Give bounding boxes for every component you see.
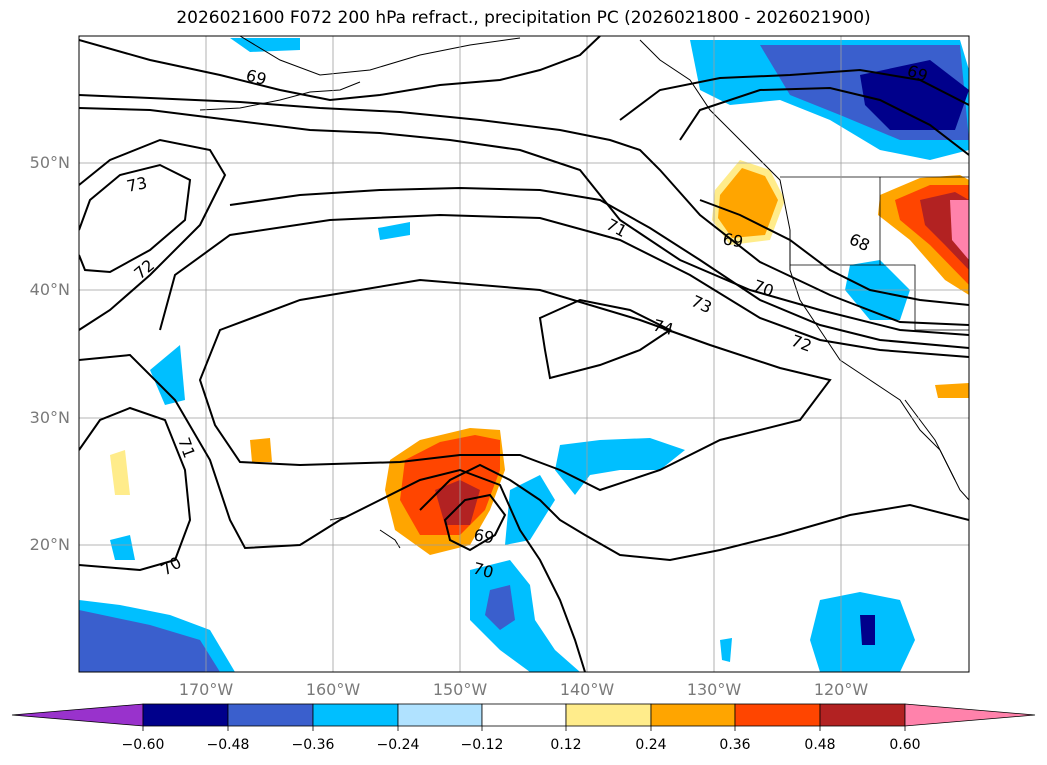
- contour-70-east: [699, 199, 969, 306]
- precip-negative-south-core: [485, 585, 515, 630]
- contour-71-upper: [79, 107, 969, 336]
- precip-negative-small-1: [110, 535, 135, 560]
- coastline-layer: [199, 36, 969, 549]
- contour-73-mid: [229, 186, 969, 349]
- colorbar-segment: [819, 703, 906, 727]
- contour-69-central: [443, 493, 507, 552]
- lat-label: 40°N: [29, 280, 70, 299]
- colorbar-segment: [312, 703, 399, 727]
- coastline-baja: [904, 399, 956, 481]
- contour-label: 72: [789, 331, 815, 356]
- contour-label: 68: [846, 229, 872, 255]
- precip-positive-coast-core: [718, 168, 778, 238]
- precip-negative-west: [150, 345, 185, 405]
- precip-positive-east-peak: [950, 200, 969, 260]
- map-border: [78, 35, 970, 673]
- contour-72-west: [79, 138, 227, 331]
- lon-label: 140°W: [559, 680, 615, 699]
- colorbar: [11, 703, 1036, 731]
- contour-label: 70: [158, 553, 185, 580]
- precip-negative-central-2: [505, 475, 555, 545]
- contour-layer: [79, 36, 969, 672]
- precip-positive-small-east: [935, 383, 969, 398]
- contour-69-east: [619, 68, 969, 121]
- colorbar-segment: [565, 703, 652, 727]
- precip-negative-small-2: [378, 222, 410, 240]
- precip-positive-central-strong: [435, 480, 480, 525]
- coastline-alaska: [239, 36, 521, 76]
- colorbar-tick-label: −0.36: [291, 737, 335, 753]
- colorbar-tick-label: 0.12: [550, 737, 582, 753]
- contour-label: 69: [472, 525, 495, 547]
- precip-fill-layer: [79, 38, 969, 672]
- coastline-aleutians: [199, 81, 361, 111]
- lat-label: 50°N: [29, 153, 70, 172]
- colorbar-tick-label: 0.48: [804, 737, 836, 753]
- precip-negative-central: [555, 438, 685, 495]
- precip-negative-southeast-core: [860, 615, 875, 645]
- precip-negative-small-north: [230, 38, 300, 52]
- colorbar-segment: [734, 703, 821, 727]
- colorbar-tick-label: −0.24: [376, 737, 420, 753]
- contour-label: 70: [471, 559, 496, 583]
- coastline-hawaii: [329, 516, 401, 549]
- contour-71-mid: [198, 278, 832, 492]
- lon-label: 170°W: [178, 680, 234, 699]
- contour-70-central: [419, 463, 969, 562]
- precip-negative-south: [470, 560, 580, 672]
- lon-label: 150°W: [432, 680, 488, 699]
- precip-positive-small-farwest: [110, 450, 130, 495]
- contour-70-upper: [79, 94, 969, 326]
- lon-label: 160°W: [305, 680, 361, 699]
- contour-74: [538, 298, 672, 380]
- border-layer: [780, 176, 969, 331]
- contour-label: 73: [125, 173, 149, 196]
- contour-label: 74: [651, 316, 676, 340]
- colorbar-tick-label: 0.24: [635, 737, 667, 753]
- contour-label: 73: [688, 291, 714, 317]
- colorbar-segment: [397, 703, 483, 727]
- lat-label: 30°N: [29, 408, 70, 427]
- precip-negative-southwest-core: [79, 610, 220, 672]
- contour-72-mid: [159, 213, 969, 358]
- contour-label: 69: [721, 229, 744, 251]
- border-states-1: [790, 264, 969, 331]
- colorbar-segment: [227, 703, 314, 727]
- precip-negative-small-3: [720, 638, 732, 662]
- colorbar-tick-label: 0.36: [719, 737, 751, 753]
- colorbar-segment: [481, 703, 567, 727]
- colorbar-segment: [650, 703, 736, 727]
- lon-label: 130°W: [686, 680, 742, 699]
- contour-71-lower: [79, 353, 586, 672]
- colorbar-tick-label: 0.60: [889, 737, 921, 753]
- contour-label: 69: [244, 66, 269, 90]
- colorbar-tick-label: −0.48: [206, 737, 250, 753]
- lat-label: 20°N: [29, 535, 70, 554]
- contour-70-lower: [79, 406, 192, 572]
- colorbar-tick-label: −0.60: [121, 737, 165, 753]
- contour-69-north: [79, 36, 601, 102]
- gridlines: [79, 36, 969, 672]
- lon-label: 120°W: [813, 680, 869, 699]
- chart-title: 2026021600 F072 200 hPa refract., precip…: [176, 8, 871, 28]
- colorbar-segment: [142, 703, 229, 727]
- precip-strong-negative-northeast: [860, 60, 969, 130]
- colorbar-tick-label: −0.12: [460, 737, 504, 753]
- precip-positive-small-west: [250, 438, 272, 462]
- colorbar-extend-max: [904, 703, 1036, 727]
- contour-73-west: [79, 163, 192, 274]
- contour-68: [679, 86, 969, 156]
- colorbar-extend-min: [11, 703, 144, 727]
- contour-label: 71: [174, 435, 199, 461]
